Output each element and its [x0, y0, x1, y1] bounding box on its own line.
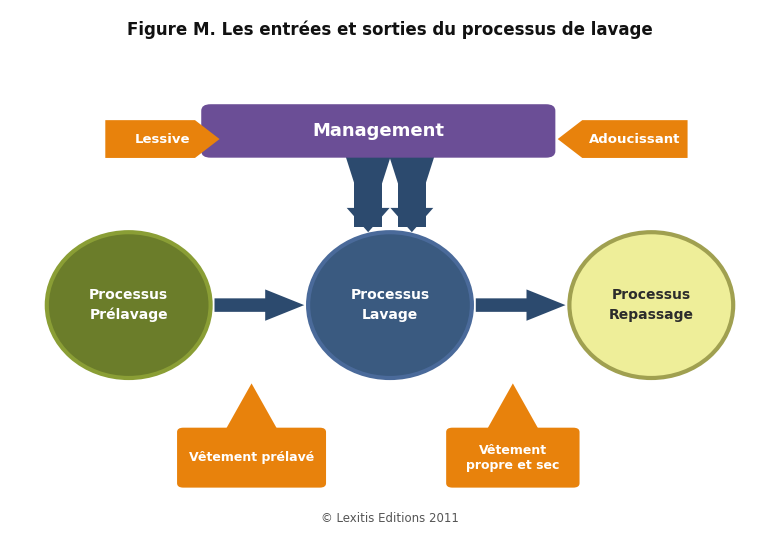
Text: Processus
Repassage: Processus Repassage	[609, 288, 693, 322]
FancyArrow shape	[215, 289, 304, 321]
Text: Adoucissant: Adoucissant	[589, 132, 681, 146]
FancyBboxPatch shape	[446, 428, 580, 488]
Bar	[398, 173, 426, 227]
Text: Vêtement
propre et sec: Vêtement propre et sec	[466, 444, 559, 471]
FancyArrow shape	[476, 289, 566, 321]
Polygon shape	[105, 120, 220, 158]
Bar	[398, 151, 426, 208]
Ellipse shape	[569, 232, 733, 378]
Text: Management: Management	[312, 122, 445, 140]
Bar	[354, 173, 382, 227]
Text: Processus
Lavage: Processus Lavage	[350, 288, 430, 322]
Text: Figure M. Les entrées et sorties du processus de lavage: Figure M. Les entrées et sorties du proc…	[127, 21, 653, 39]
Ellipse shape	[47, 232, 211, 378]
Polygon shape	[485, 383, 540, 432]
Text: © Lexitis Editions 2011: © Lexitis Editions 2011	[321, 512, 459, 525]
Ellipse shape	[308, 232, 472, 378]
Polygon shape	[558, 120, 688, 158]
Polygon shape	[225, 383, 279, 432]
FancyBboxPatch shape	[201, 104, 555, 158]
FancyBboxPatch shape	[177, 428, 326, 488]
Bar	[354, 151, 382, 208]
Text: Processus
Prélavage: Processus Prélavage	[89, 288, 168, 322]
Polygon shape	[344, 151, 392, 227]
Polygon shape	[346, 208, 390, 232]
Text: Vêtement prélavé: Vêtement prélavé	[189, 451, 314, 464]
Text: Lessive: Lessive	[135, 132, 190, 146]
Polygon shape	[391, 208, 434, 232]
Polygon shape	[388, 151, 436, 227]
